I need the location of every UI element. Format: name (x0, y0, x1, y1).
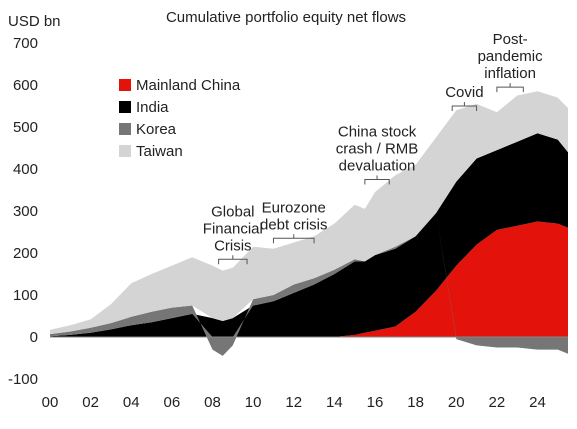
y-tick-label: 300 (13, 203, 38, 220)
y-tick-label: 0 (30, 329, 38, 346)
annotation-bracket-china-stock-crash-rmb-devaluation (364, 175, 390, 185)
y-tick-label: 200 (13, 245, 38, 262)
area-series-mainland-china (50, 221, 568, 337)
x-tick-label: 06 (164, 394, 181, 411)
y-tick-label: -100 (8, 371, 38, 388)
chart-title: Cumulative portfolio equity net flows (166, 9, 406, 26)
annotation-post-pandemic-inflation: Post-pandemic inflation (478, 31, 544, 82)
area-series-india (50, 133, 568, 337)
legend-label-mainland-china: Mainland China (136, 77, 241, 94)
legend-swatch-taiwan (119, 145, 131, 157)
y-axis-unit-label: USD bn (8, 13, 61, 30)
chart-legend: Mainland China India Korea Taiwan (119, 77, 241, 160)
x-tick-label: 20 (448, 394, 465, 411)
annotation-bracket-covid (451, 102, 478, 111)
chart-areas (50, 91, 568, 356)
x-tick-label: 08 (204, 394, 221, 411)
annotation-bracket-post-pandemic-inflation (496, 83, 524, 93)
x-tick-label: 00 (42, 394, 59, 411)
y-tick-label: 400 (13, 161, 38, 178)
x-tick-label: 22 (489, 394, 506, 411)
chart-axes: -100 0 100 200 300 400 500 600 700 00 02 04 06 08 10 12… (8, 35, 568, 411)
legend-swatch-mainland-china (119, 79, 131, 91)
area-series-taiwan (50, 91, 568, 335)
x-tick-label: 02 (82, 394, 99, 411)
annotation-eurozone-debt-crisis: Eurozone debt crisis (260, 199, 328, 233)
legend-label-india: India (136, 99, 169, 116)
area-series-korea (50, 213, 568, 356)
y-tick-label: 500 (13, 119, 38, 136)
x-tick-label: 04 (123, 394, 140, 411)
annotation-covid: Covid (445, 84, 483, 101)
x-tick-label: 16 (367, 394, 384, 411)
y-tick-label: 100 (13, 287, 38, 304)
annotation-china-stock-crash-rmb-devaluation: China stock crash / RMB devaluation (336, 124, 419, 175)
x-tick-label: 14 (326, 394, 343, 411)
legend-swatch-india (119, 101, 131, 113)
legend-swatch-korea (119, 123, 131, 135)
x-tick-label: 12 (285, 394, 302, 411)
y-tick-label: 600 (13, 77, 38, 94)
y-tick-label: 700 (13, 35, 38, 52)
legend-label-korea: Korea (136, 121, 177, 138)
legend-label-taiwan: Taiwan (136, 143, 183, 160)
x-tick-label: 24 (529, 394, 546, 411)
annotation-bracket-eurozone-debt-crisis (272, 234, 315, 244)
annotation-bracket-global-financial-crisis (218, 255, 248, 265)
annotation-global-financial-crisis: Global Financial Crisis (203, 203, 263, 254)
x-tick-label: 18 (407, 394, 424, 411)
x-tick-label: 10 (245, 394, 262, 411)
